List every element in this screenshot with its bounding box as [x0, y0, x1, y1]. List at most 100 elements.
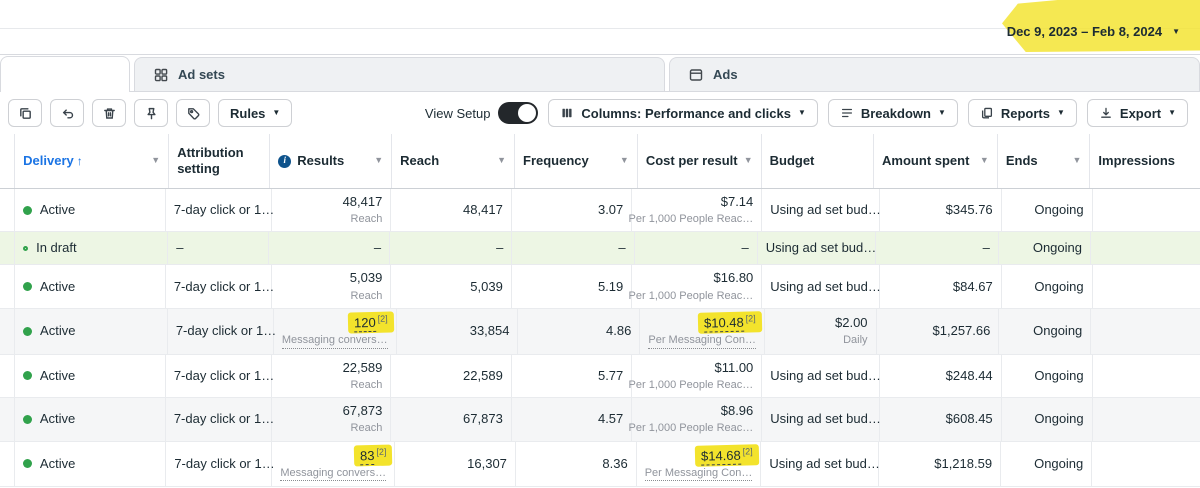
column-header-reach[interactable]: Reach ▼ — [392, 134, 515, 188]
table-row[interactable]: Active 7-day click or 1… 5,039 Reach 5,0… — [0, 265, 1200, 309]
budget-cell: Using ad set bud… — [762, 398, 881, 441]
table-row[interactable]: Active 7-day click or 1… 67,873 Reach 67… — [0, 398, 1200, 442]
frequency-value: 8.36 — [602, 455, 628, 471]
table-row[interactable]: Active 7-day click or 1… 48,417 Reach 48… — [0, 189, 1200, 233]
tab-campaigns[interactable] — [0, 56, 130, 92]
cost-sub: Per 1,000 People Reac… — [628, 213, 754, 226]
amount-spent-cell: $345.76 — [880, 189, 1002, 232]
row-select-gutter[interactable] — [0, 232, 16, 265]
delete-button[interactable] — [92, 99, 126, 127]
results-wrap: – — [374, 240, 381, 256]
column-header-impressions[interactable]: Impressions — [1090, 134, 1200, 188]
impressions-cell — [1092, 442, 1200, 487]
reach-cell: 16,307 — [395, 441, 516, 487]
cost-value[interactable]: $11.00 — [714, 359, 754, 375]
view-setup-toggle[interactable] — [498, 102, 539, 124]
column-header-cost-per-result[interactable]: Cost per result ▼ — [638, 134, 762, 188]
cost-footnote[interactable]: [2] — [742, 445, 753, 457]
chevron-down-icon[interactable]: ▼ — [374, 155, 384, 166]
undo-button[interactable] — [50, 99, 84, 127]
cost-footnote[interactable]: [2] — [745, 313, 757, 324]
table-row[interactable]: Active 7-day click or 1… 120 [2] Messagin… — [0, 308, 1200, 355]
column-header-results[interactable]: i Results ▼ — [270, 134, 393, 188]
column-header-attribution-setting[interactable]: Attribution setting — [169, 134, 271, 188]
info-icon[interactable]: i — [278, 154, 292, 168]
amount-spent-value: $84.67 — [952, 278, 993, 294]
results-value[interactable]: 120 — [353, 315, 376, 333]
cost-value[interactable]: $8.96 — [720, 403, 754, 419]
results-value[interactable]: – — [373, 240, 382, 256]
impressions-cell — [1091, 232, 1200, 264]
rules-button[interactable]: Rules ▼ — [218, 99, 293, 127]
table-row[interactable]: In draft – – – – – Using ad set bud… – O… — [0, 232, 1200, 266]
results-footnote[interactable]: [2] — [377, 313, 388, 324]
column-header-frequency[interactable]: Frequency ▼ — [515, 134, 638, 188]
chevron-down-icon[interactable]: ▼ — [979, 155, 989, 166]
export-button[interactable]: Export ▼ — [1086, 99, 1188, 127]
results-footnote[interactable]: [2] — [375, 446, 387, 457]
cost-per-result-cell: $10.48 [2] Per Messaging Con… — [640, 308, 765, 354]
view-setup-control: View Setup — [425, 102, 539, 124]
tab-ad-sets-label: Ad sets — [178, 67, 225, 82]
tag-icon — [186, 106, 201, 121]
column-header-ends[interactable]: Ends ▼ — [998, 134, 1091, 188]
amount-spent-cell: $608.45 — [880, 398, 1002, 441]
date-range-selector[interactable]: Dec 9, 2023 – Feb 8, 2024 ▼ — [1001, 23, 1186, 40]
chevron-down-icon[interactable]: ▼ — [743, 155, 753, 166]
row-select-gutter[interactable] — [0, 354, 15, 398]
cost-wrap: $8.96 — [721, 403, 754, 419]
date-range-highlight-marker — [1002, 0, 1200, 52]
toggle-knob — [518, 104, 537, 122]
duplicate-icon — [18, 106, 33, 121]
breakdown-button[interactable]: Breakdown ▼ — [827, 99, 958, 127]
row-select-gutter[interactable] — [0, 441, 15, 487]
results-value[interactable]: 83 — [359, 447, 375, 466]
cost-value[interactable]: $14.68 — [700, 447, 741, 466]
column-header-delivery[interactable]: Delivery ↑ ▼ — [15, 134, 170, 188]
chevron-down-icon: ▼ — [1172, 26, 1180, 36]
status-dot — [22, 459, 32, 469]
tab-ad-sets[interactable]: Ad sets — [134, 57, 665, 91]
table-row[interactable]: Active 7-day click or 1… 83 [2] Messaging… — [0, 441, 1200, 488]
chevron-down-icon[interactable]: ▼ — [151, 155, 161, 166]
tab-ads[interactable]: Ads — [669, 57, 1200, 91]
attribution-cell: 7-day click or 1… — [166, 265, 274, 308]
cost-value[interactable]: $16.80 — [713, 270, 754, 286]
row-select-gutter[interactable] — [0, 308, 16, 354]
column-header-amount-spent[interactable]: Amount spent ▼ — [874, 134, 998, 188]
results-value[interactable]: 22,589 — [342, 359, 383, 375]
reports-button[interactable]: Reports ▼ — [967, 99, 1077, 127]
duplicate-button[interactable] — [8, 99, 42, 127]
chevron-down-icon[interactable]: ▼ — [619, 155, 629, 166]
budget-value: $2.00 — [835, 315, 868, 331]
ends-cell: Ongoing — [999, 232, 1091, 265]
tag-button[interactable] — [176, 99, 210, 127]
columns-button[interactable]: Columns: Performance and clicks ▼ — [548, 99, 818, 127]
row-select-gutter[interactable] — [0, 398, 15, 441]
cost-value[interactable]: $10.48 — [704, 314, 745, 333]
results-value[interactable]: 5,039 — [349, 270, 383, 286]
chevron-down-icon[interactable]: ▼ — [1072, 155, 1082, 166]
chevron-down-icon[interactable]: ▼ — [497, 155, 506, 166]
budget-cell: $2.00 Daily — [765, 308, 877, 354]
cost-sub: Per 1,000 People Reac… — [628, 422, 754, 435]
select-all-gutter[interactable] — [0, 134, 16, 188]
results-value[interactable]: 67,873 — [342, 403, 383, 419]
topbar: Dec 9, 2023 – Feb 8, 2024 ▼ — [0, 0, 1200, 55]
row-select-gutter[interactable] — [0, 265, 15, 308]
pin-button[interactable] — [134, 99, 168, 127]
delivery-cell: Active — [15, 354, 166, 398]
ends-value: Ongoing — [1034, 367, 1084, 383]
status-label: Active — [39, 411, 76, 427]
frequency-value: 3.07 — [597, 202, 624, 218]
results-wrap: 67,873 — [343, 403, 383, 419]
results-sub: Reach — [350, 289, 383, 302]
frequency-cell: 4.86 — [518, 308, 641, 354]
ends-cell: Ongoing — [999, 308, 1092, 354]
results-value[interactable]: 48,417 — [342, 194, 383, 209]
table-row[interactable]: Active 7-day click or 1… 22,589 Reach 22… — [0, 354, 1200, 399]
row-select-gutter[interactable] — [0, 189, 15, 232]
cost-value[interactable]: – — [741, 240, 749, 256]
cost-value[interactable]: $7.14 — [720, 194, 754, 209]
column-header-budget[interactable]: Budget — [762, 134, 875, 188]
